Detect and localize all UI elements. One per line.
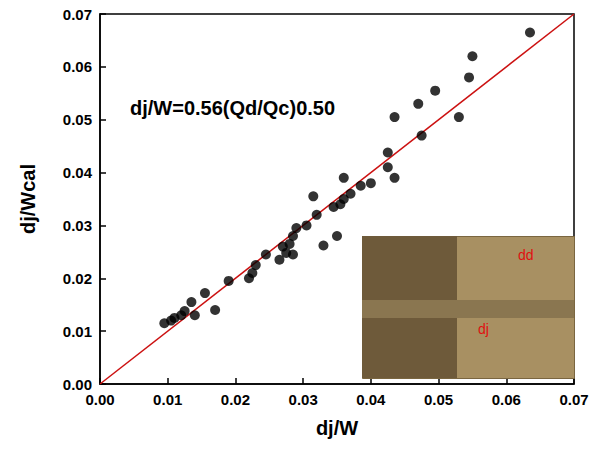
svg-text:0.03: 0.03 [289,391,318,408]
svg-text:0.02: 0.02 [221,391,250,408]
svg-text:dj/W: dj/W [316,417,358,439]
svg-text:0.01: 0.01 [153,391,182,408]
svg-text:0.00: 0.00 [85,391,114,408]
svg-text:0.03: 0.03 [63,217,92,234]
svg-text:dj/Wcal: dj/Wcal [17,164,39,234]
svg-text:0.06: 0.06 [63,58,92,75]
svg-text:0.05: 0.05 [63,111,92,128]
svg-text:dd: dd [518,247,534,263]
svg-text:0.04: 0.04 [63,164,93,181]
svg-text:dj: dj [478,321,489,337]
svg-text:0.02: 0.02 [63,270,92,287]
svg-text:0.07: 0.07 [63,6,92,23]
svg-text:0.06: 0.06 [492,391,521,408]
svg-text:0.04: 0.04 [356,391,386,408]
svg-text:0.05: 0.05 [424,391,453,408]
svg-text:0.01: 0.01 [63,323,92,340]
svg-text:0.07: 0.07 [559,391,588,408]
svg-text:dj/W=0.56(Qd/Qc)0.50: dj/W=0.56(Qd/Qc)0.50 [130,97,335,119]
svg-text:0.00: 0.00 [63,376,92,393]
